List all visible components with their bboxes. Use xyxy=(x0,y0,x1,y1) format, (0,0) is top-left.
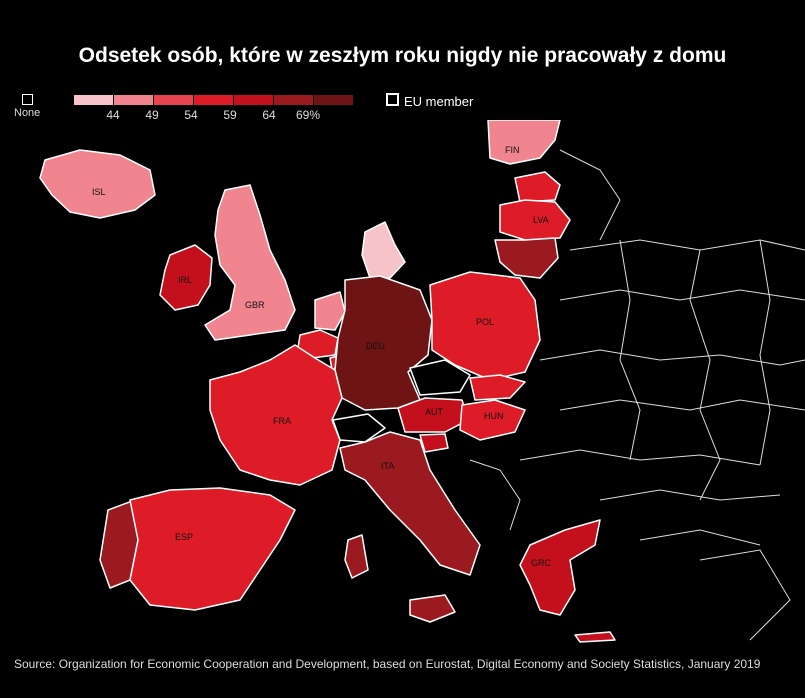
country-ITA xyxy=(339,431,481,576)
legend-none-label: None xyxy=(14,107,41,119)
country-GRC-crete xyxy=(574,631,616,643)
label-HUN: HUN xyxy=(484,411,504,421)
legend-tick: 64 xyxy=(262,108,276,122)
country-DNK xyxy=(361,221,406,279)
legend-none-swatch xyxy=(22,94,33,105)
europe-map: ISL IRL GBR FIN LVA DEU POL FRA AUT HUN … xyxy=(39,120,805,643)
country-NLD xyxy=(314,291,346,331)
non-eu-borders xyxy=(469,149,805,641)
country-CZE xyxy=(409,359,471,396)
label-IRL: IRL xyxy=(178,275,192,285)
country-GBR xyxy=(204,184,296,341)
country-SVN xyxy=(419,433,449,453)
label-GBR: GBR xyxy=(245,300,265,310)
legend-swatch-2 xyxy=(114,95,154,105)
legend-tick: 59 xyxy=(223,108,237,122)
country-EST xyxy=(514,171,561,203)
legend-swatch-4 xyxy=(194,95,234,105)
country-GRC xyxy=(519,519,601,616)
legend-eu-label: EU member xyxy=(404,94,474,109)
legend-swatch-7 xyxy=(314,95,354,105)
label-ESP: ESP xyxy=(175,532,193,542)
label-ITA: ITA xyxy=(381,461,394,471)
source-note: Source: Organization for Economic Cooper… xyxy=(14,657,761,671)
label-FRA: FRA xyxy=(273,416,291,426)
legend-swatch-5 xyxy=(234,95,274,105)
legend-swatch-1 xyxy=(74,95,114,105)
legend-swatch-6 xyxy=(274,95,314,105)
map-title: Odsetek osób, które w zeszłym roku nigdy… xyxy=(78,44,727,67)
country-LVA xyxy=(499,199,571,241)
country-FRA xyxy=(209,344,343,486)
label-ISL: ISL xyxy=(92,187,106,197)
country-ISL xyxy=(39,149,156,219)
label-AUT: AUT xyxy=(425,407,444,417)
legend-tick: 54 xyxy=(184,108,198,122)
country-ESP xyxy=(129,487,296,611)
country-FIN xyxy=(487,120,561,165)
label-DEU: DEU xyxy=(366,341,385,351)
legend-swatch-3 xyxy=(154,95,194,105)
country-ITA-sicily xyxy=(409,594,456,623)
legend-tick: 49 xyxy=(145,108,159,122)
country-LTU xyxy=(494,237,559,279)
label-LVA: LVA xyxy=(533,215,549,225)
legend-eu-swatch xyxy=(386,93,399,106)
country-POL xyxy=(429,271,541,381)
label-POL: POL xyxy=(476,317,494,327)
country-SVK xyxy=(469,374,526,401)
label-FIN: FIN xyxy=(505,145,520,155)
country-ITA-sardinia xyxy=(344,534,369,579)
country-IRL xyxy=(159,244,213,311)
legend-tick: 69% xyxy=(295,108,321,122)
legend-tick: 44 xyxy=(106,108,120,122)
label-GRC: GRC xyxy=(531,558,552,568)
country-HUN xyxy=(459,399,526,441)
legend-color-scale xyxy=(74,95,354,105)
